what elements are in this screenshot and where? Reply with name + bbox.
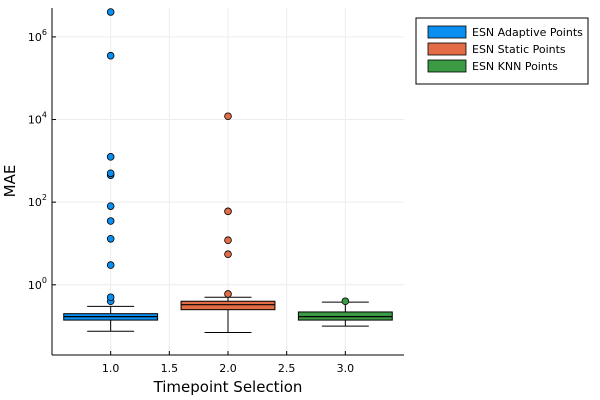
y-tick-label: 102 xyxy=(28,193,47,209)
x-tick-label: 3.0 xyxy=(337,362,355,375)
legend-label: ESN KNN Points xyxy=(472,60,558,73)
legend: ESN Adaptive Points ESN Static Points ESN … xyxy=(415,17,589,85)
legend-swatch xyxy=(427,25,467,39)
outlier-point xyxy=(224,290,232,298)
box-group xyxy=(180,112,276,334)
x-tick-label: 2.0 xyxy=(219,362,237,375)
y-tick-base: 10 xyxy=(28,196,42,209)
box-series xyxy=(63,8,393,334)
outlier-point xyxy=(106,169,115,178)
x-axis-title: Timepoint Selection xyxy=(153,378,303,396)
legend-swatch xyxy=(427,42,467,56)
box-group xyxy=(297,297,393,327)
outlier-point xyxy=(341,297,350,306)
legend-label: ESN Static Points xyxy=(472,43,566,56)
outlier-point xyxy=(106,51,115,60)
x-tick-label: 1.0 xyxy=(102,362,120,375)
x-tick-label: 1.5 xyxy=(161,362,179,375)
y-tick-base: 10 xyxy=(28,114,42,127)
y-tick-exponent: 6 xyxy=(42,28,47,37)
x-tick-label: 2.5 xyxy=(278,362,296,375)
outlier-point xyxy=(106,8,115,16)
y-tick-exponent: 0 xyxy=(42,276,47,285)
y-tick-exponent: 4 xyxy=(42,111,47,120)
y-tick-exponent: 2 xyxy=(42,193,47,202)
outlier-point xyxy=(106,261,115,269)
outlier-point xyxy=(106,234,115,243)
box-iqr xyxy=(180,300,276,311)
grid-lines xyxy=(52,8,404,355)
outlier-point xyxy=(224,207,232,216)
outlier-point xyxy=(224,112,232,121)
y-tick-label: 104 xyxy=(28,111,47,127)
y-tick-label: 106 xyxy=(28,28,47,44)
legend-swatch xyxy=(427,59,467,73)
y-tick-base: 10 xyxy=(28,279,42,292)
outlier-point xyxy=(224,250,232,259)
outlier-point xyxy=(106,202,115,210)
y-tick-base: 10 xyxy=(28,31,42,44)
outlier-point xyxy=(106,293,115,302)
legend-label: ESN Adaptive Points xyxy=(472,26,583,39)
box-group xyxy=(63,8,159,332)
y-axis-title: MAE xyxy=(1,165,19,198)
x-ticks: 1.0 1.5 2.0 2.5 3.0 xyxy=(102,351,354,375)
outlier-point xyxy=(106,217,115,225)
y-tick-label: 100 xyxy=(28,276,47,292)
outlier-point xyxy=(106,153,115,161)
outlier-point xyxy=(224,236,232,245)
